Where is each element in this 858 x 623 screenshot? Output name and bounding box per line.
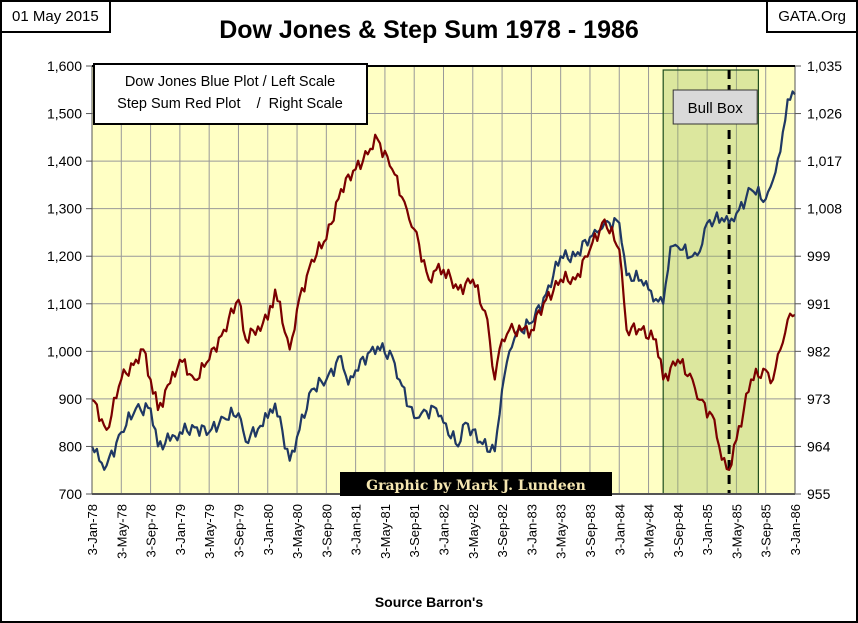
left-tick-label: 1,300 xyxy=(47,201,82,217)
x-tick-label: 3-Sep-82 xyxy=(495,504,510,557)
right-tick-label: 955 xyxy=(807,486,831,502)
x-tick-label: 3-May-82 xyxy=(466,504,481,559)
bull-box xyxy=(662,69,759,495)
x-tick-label: 3-Sep-83 xyxy=(583,504,598,557)
legend-box xyxy=(93,63,368,125)
right-tick-label: 982 xyxy=(807,343,831,359)
x-tick-label: 3-Sep-80 xyxy=(319,504,334,557)
left-tick-label: 1,500 xyxy=(47,106,82,122)
x-tick-label: 3-May-79 xyxy=(202,504,217,559)
right-tick-label: 973 xyxy=(807,391,831,407)
x-tick-label: 3-Jan-85 xyxy=(700,504,715,555)
right-tick-label: 999 xyxy=(807,248,831,264)
x-tick-label: 3-Sep-79 xyxy=(231,504,246,557)
right-tick-label: 964 xyxy=(807,438,831,454)
left-tick-label: 700 xyxy=(59,486,83,502)
x-tick-label: 3-May-78 xyxy=(114,504,129,559)
x-tick-label: 3-Jan-81 xyxy=(349,504,364,555)
left-tick-label: 1,600 xyxy=(47,58,82,74)
x-axis-label: Source Barron's xyxy=(374,594,484,610)
x-tick-label: 3-May-80 xyxy=(290,504,305,559)
x-tick-label: 3-Jan-82 xyxy=(437,504,452,555)
right-tick-label: 991 xyxy=(807,296,831,312)
left-tick-label: 900 xyxy=(59,391,83,407)
series-line-dow-jones xyxy=(90,90,796,471)
left-tick-label: 1,000 xyxy=(47,343,82,359)
right-tick-label: 1,035 xyxy=(807,58,842,74)
series-line-step-sum xyxy=(91,133,796,471)
x-tick-label: 3-Sep-85 xyxy=(759,504,774,557)
x-tick-label: 3-May-81 xyxy=(378,504,393,559)
x-tick-label: 3-Jan-78 xyxy=(85,504,100,555)
left-tick-label: 1,400 xyxy=(47,153,82,169)
x-tick-label: 3-Sep-81 xyxy=(407,504,422,557)
left-tick-label: 800 xyxy=(59,438,83,454)
date-label: 01 May 2015 xyxy=(2,2,111,33)
x-tick-label: 3-Sep-78 xyxy=(144,504,159,557)
x-tick-label: 3-May-83 xyxy=(554,504,569,559)
x-tick-label: 3-May-85 xyxy=(729,504,744,559)
x-tick-label: 3-Jan-80 xyxy=(261,504,276,555)
right-tick-label: 1,017 xyxy=(807,153,842,169)
credit-bg xyxy=(340,472,612,496)
bull-box-label: Bull Box xyxy=(688,100,744,117)
x-tick-label: 3-Jan-86 xyxy=(788,504,803,555)
legend-entry-stepsum: Step Sum Red Plot / Right Scale xyxy=(117,96,343,112)
legend-entry-dow: Dow Jones Blue Plot / Left Scale xyxy=(125,74,335,90)
x-tick-label: 3-Sep-84 xyxy=(671,504,686,557)
x-tick-label: 3-May-84 xyxy=(642,504,657,559)
right-tick-label: 1,008 xyxy=(807,201,842,217)
x-tick-label: 3-Jan-79 xyxy=(173,504,188,555)
right-tick-label: 1,026 xyxy=(807,106,842,122)
x-tick-label: 3-Jan-83 xyxy=(524,504,539,555)
site-label: GATA.Org xyxy=(766,2,856,33)
x-tick-label: 3-Jan-84 xyxy=(612,504,627,555)
left-tick-label: 1,100 xyxy=(47,296,82,312)
bull-box-label-bg xyxy=(672,89,758,125)
left-tick-label: 1,200 xyxy=(47,248,82,264)
credit-label: Graphic by Mark J. Lundeen xyxy=(366,478,586,494)
chart-title: Dow Jones & Step Sum 1978 - 1986 xyxy=(219,16,639,44)
